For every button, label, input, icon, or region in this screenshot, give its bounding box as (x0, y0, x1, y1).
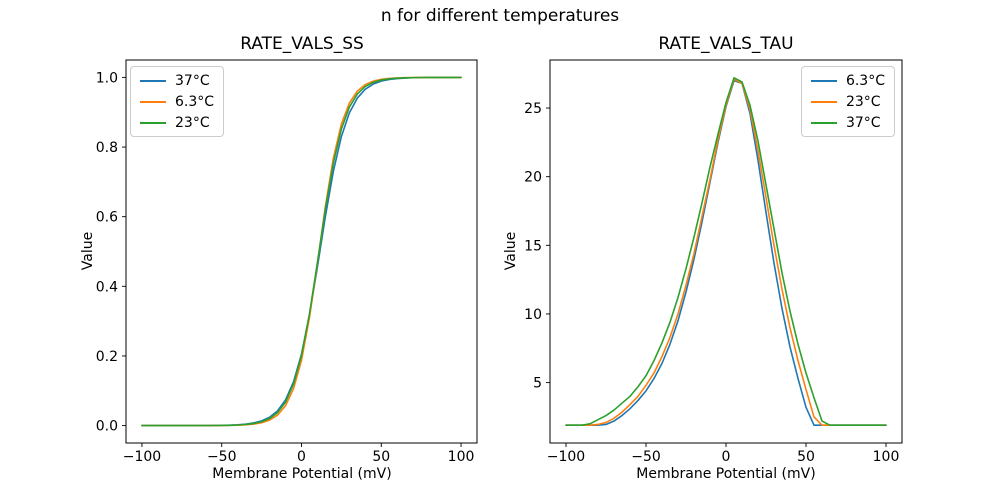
legend-line-icon (810, 79, 837, 82)
y-tick-label: 20 (524, 170, 542, 186)
legend-label: 23°C (175, 114, 210, 131)
y-tick-label: 5 (533, 376, 542, 392)
y-tick-label: 0.6 (96, 210, 118, 226)
tau-x-axis-label: Membrane Potential (mV) (636, 466, 816, 482)
legend-line-icon (140, 79, 166, 82)
ss-y-axis-label: Value (80, 231, 96, 271)
ss-legend: 37°C 6.3°C 23°C (130, 66, 225, 137)
series-line (141, 76, 462, 427)
legend-entry: 37°C (140, 72, 214, 89)
legend-label: 37°C (845, 114, 881, 131)
legend-line-icon (810, 121, 837, 124)
tau-legend: 6.3°C 23°C 37°C (800, 66, 895, 137)
y-tick-label: 0.2 (96, 349, 118, 365)
legend-line-icon (810, 100, 837, 103)
ss-x-axis-label: Membrane Potential (mV) (212, 466, 392, 482)
y-tick-label: 10 (524, 307, 542, 323)
x-tick-label: 0 (297, 449, 306, 465)
legend-entry: 37°C (810, 114, 885, 131)
y-tick-label: 1.0 (96, 70, 118, 86)
x-tick-label: 50 (797, 449, 815, 465)
x-tick-label: 100 (448, 449, 475, 465)
x-tick-label: −50 (207, 449, 237, 465)
y-tick-label: 25 (524, 101, 542, 117)
x-tick-label: −50 (631, 449, 661, 465)
legend-entry: 23°C (140, 114, 214, 131)
tau-y-axis-label: Value (503, 231, 519, 271)
axes-frame (125, 59, 478, 444)
legend-entry: 6.3°C (140, 93, 214, 110)
subplot-tau-title: RATE_VALS_TAU (658, 34, 794, 54)
legend-label: 23°C (845, 93, 881, 110)
x-tick-label: −100 (547, 449, 585, 465)
x-tick-label: 0 (722, 449, 731, 465)
y-tick-label: 0.4 (96, 279, 118, 295)
y-tick-label: 15 (524, 238, 542, 254)
subplot-ss-title: RATE_VALS_SS (240, 34, 364, 54)
figure-title: n for different temperatures (380, 6, 620, 26)
series-line (565, 77, 887, 426)
legend-label: 6.3°C (845, 72, 885, 89)
legend-label: 37°C (175, 72, 210, 89)
axes-frame (549, 59, 903, 444)
legend-line-icon (140, 121, 166, 124)
x-tick-label: 100 (873, 449, 900, 465)
legend-label: 6.3°C (175, 93, 215, 110)
x-tick-label: 50 (372, 449, 390, 465)
legend-line-icon (140, 100, 166, 103)
legend-entry: 6.3°C (810, 72, 885, 89)
x-tick-label: −100 (123, 449, 161, 465)
y-tick-label: 0.0 (96, 419, 118, 435)
legend-entry: 23°C (810, 93, 885, 110)
y-tick-label: 0.8 (96, 140, 118, 156)
